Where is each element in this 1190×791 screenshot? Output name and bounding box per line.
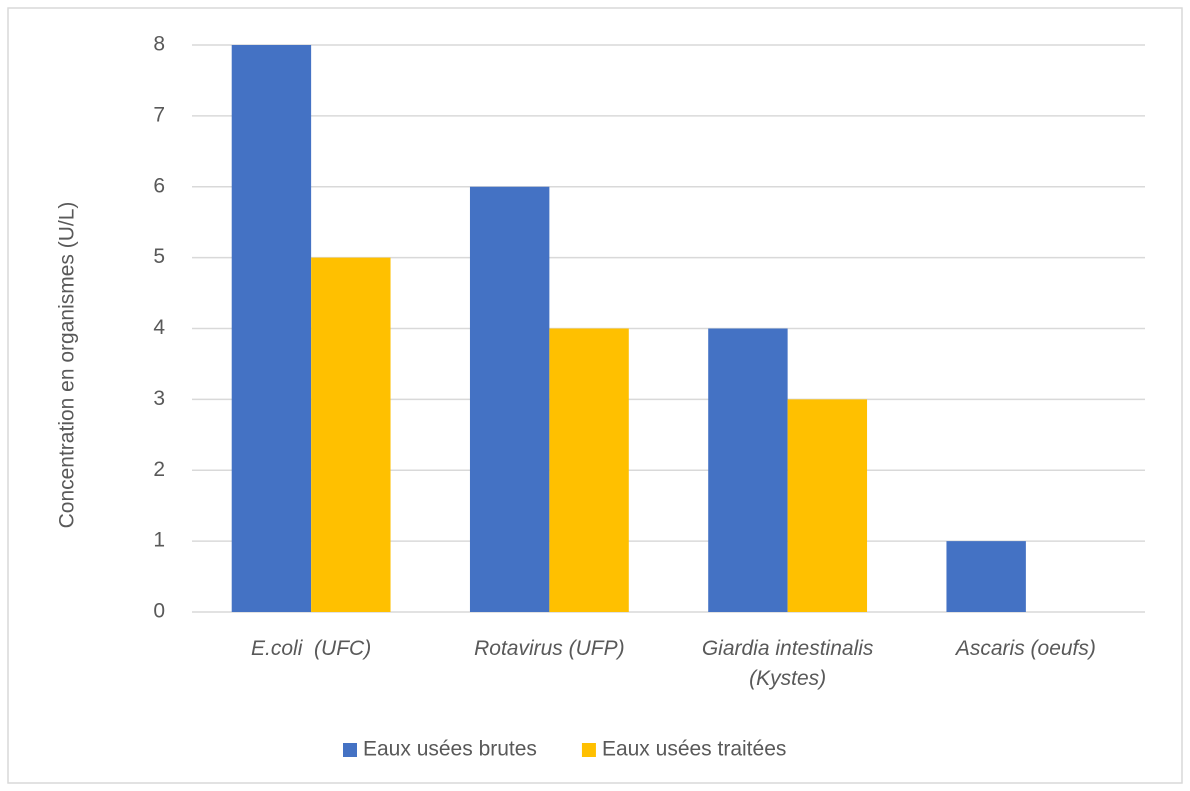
y-tick-label: 6 (153, 174, 165, 197)
y-tick-label: 8 (153, 33, 165, 56)
bar (469, 186, 550, 612)
y-tick-label: 7 (153, 103, 165, 126)
y-axis-title: Concentration en organismes (U/L) (56, 202, 79, 529)
x-tick-label: Giardia intestinalis (Kystes) (701, 637, 880, 690)
bar (231, 45, 312, 612)
x-tick-label: E.coli (UFC) (251, 637, 372, 660)
bar (708, 328, 788, 612)
legend-swatch (581, 743, 596, 757)
chart-border (7, 7, 1183, 784)
x-tick-label: Ascaris (oeufs) (955, 637, 1096, 660)
legend-label: Eaux usées traitées (602, 738, 786, 761)
y-tick-label: 0 (153, 600, 165, 623)
bar (311, 257, 391, 612)
bar (787, 399, 868, 612)
y-tick-label: 4 (153, 316, 165, 339)
legend-label: Eaux usées brutes (363, 738, 537, 761)
legend-swatch (343, 743, 357, 757)
bar (549, 328, 629, 612)
y-tick-label: 3 (153, 387, 165, 410)
y-tick-label: 1 (153, 529, 165, 552)
x-tick-label: Rotavirus (UFP) (474, 637, 625, 660)
bar (946, 541, 1026, 612)
y-tick-label: 2 (153, 458, 165, 481)
y-tick-label: 5 (153, 245, 165, 268)
